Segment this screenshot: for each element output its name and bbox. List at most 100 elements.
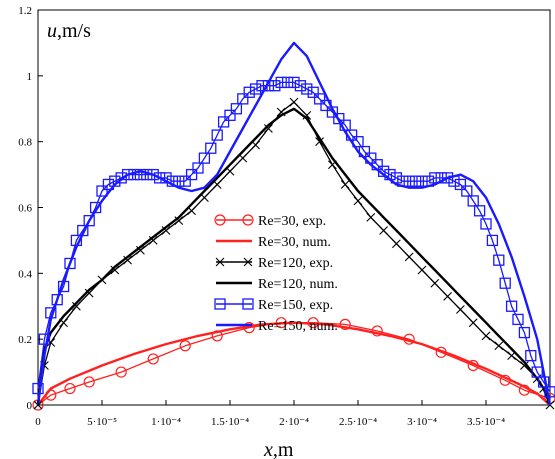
- point-re-120-exp: [289, 97, 299, 107]
- point-re-150-exp: [224, 109, 236, 121]
- point-re-150-exp: [173, 175, 185, 187]
- point-re-150-exp: [96, 185, 108, 197]
- point-re-120-exp: [417, 265, 427, 275]
- point-re-120-exp: [264, 124, 273, 133]
- point-re-150-exp: [32, 382, 44, 395]
- point-re-120-exp: [72, 301, 81, 311]
- point-re-150-exp: [409, 175, 422, 187]
- point-re-150-exp: [211, 129, 223, 141]
- point-re-120-exp: [404, 252, 414, 262]
- legend-marker-re-30-exp: [242, 214, 254, 226]
- y-tick-label: 0.4: [18, 268, 32, 280]
- legend: Re=30, exp. Re=30, num. Re=120, exp. Re=120…: [214, 214, 338, 334]
- point-re-150-exp: [230, 103, 243, 115]
- point-re-150-exp: [237, 93, 249, 105]
- y-tick-label: 0.8: [18, 137, 32, 149]
- point-re-30-exp: [339, 318, 351, 330]
- y-axis-title: u,m/s: [47, 20, 91, 42]
- x-tick-label: 5·10⁻⁵: [87, 416, 117, 428]
- point-re-150-exp: [64, 257, 76, 270]
- axes: [37, 9, 551, 406]
- legend-entry-re-30-num: Re=30, num.: [216, 235, 331, 250]
- point-re-150-exp: [243, 86, 255, 98]
- point-re-30-exp: [147, 353, 159, 365]
- legend-label-re-150-exp: Re=150, exp.: [258, 298, 333, 313]
- point-re-120-exp: [84, 288, 94, 298]
- point-re-150-exp: [512, 313, 524, 326]
- legend-label-re-150-num: Re=150, num.: [258, 319, 338, 334]
- legend-marker-re-150-exp: [242, 298, 254, 310]
- point-re-150-exp: [390, 172, 403, 184]
- legend-entry-re-150-num: Re=150, num.: [216, 319, 338, 334]
- point-re-150-exp: [531, 366, 543, 378]
- point-re-30-exp: [115, 366, 127, 378]
- x-axis-unit: ,m: [273, 439, 294, 459]
- point-re-150-exp: [544, 386, 555, 398]
- series-re-150-num: [36, 41, 552, 406]
- legend-entry-re-150-exp: Re=150, exp.: [214, 298, 333, 313]
- point-re-120-exp: [456, 305, 465, 314]
- point-re-150-exp: [525, 349, 537, 362]
- point-re-120-exp: [481, 331, 491, 341]
- y-axis-var: u: [47, 20, 57, 42]
- legend-marker-re-150-exp: [214, 298, 226, 310]
- point-re-120-exp: [520, 361, 529, 370]
- x-tick-label: 2.5·10⁻⁴: [339, 416, 377, 428]
- y-tick-label: 1.2: [18, 5, 32, 17]
- point-re-150-exp: [121, 168, 134, 181]
- point-re-120-exp: [443, 291, 452, 301]
- series-re-120-num: [36, 107, 552, 406]
- series-line-re-120-num: [36, 107, 552, 406]
- point-re-120-exp: [430, 278, 440, 288]
- series-line-re-30-num: [37, 321, 551, 406]
- y-tick-label: 1: [27, 71, 33, 83]
- point-re-150-exp: [403, 175, 415, 187]
- point-re-150-exp: [185, 168, 198, 181]
- point-re-150-exp: [198, 152, 211, 164]
- point-re-150-exp: [313, 93, 326, 105]
- y-axis-unit: ,m/s: [57, 20, 91, 42]
- series-layer: [32, 41, 555, 411]
- point-re-150-exp: [480, 218, 492, 230]
- y-tick-label: 0.2: [18, 334, 32, 346]
- point-re-150-exp: [83, 215, 95, 227]
- point-re-120-exp: [353, 196, 363, 206]
- legend-label-re-30-exp: Re=30, exp.: [258, 214, 326, 229]
- legend-label-re-120-exp: Re=120, exp.: [258, 256, 333, 271]
- x-tick-label: 3.5·10⁻⁴: [467, 416, 505, 428]
- legend-marker-re-120-exp: [243, 257, 253, 267]
- series-line-re-120-exp: [37, 101, 551, 406]
- point-re-150-exp: [467, 195, 479, 207]
- point-re-150-exp: [333, 112, 345, 125]
- point-re-120-exp: [392, 239, 401, 249]
- point-re-30-exp: [371, 325, 383, 337]
- legend-marker-re-120-exp: [215, 257, 225, 267]
- legend-marker-re-30-exp: [214, 214, 226, 226]
- point-re-150-exp: [505, 300, 518, 312]
- series-line-re-150-num: [36, 41, 552, 406]
- point-re-150-exp: [416, 175, 428, 187]
- point-re-150-exp: [192, 162, 204, 174]
- point-re-120-exp: [494, 341, 504, 351]
- x-axis-title: x,m: [263, 439, 294, 459]
- point-re-150-exp: [179, 175, 191, 187]
- point-re-30-exp: [64, 382, 76, 395]
- legend-entry-re-120-num: Re=120, num.: [216, 277, 338, 292]
- point-re-150-exp: [518, 326, 531, 339]
- point-re-150-exp: [249, 83, 262, 95]
- point-re-150-exp: [301, 83, 313, 95]
- point-re-150-exp: [307, 86, 319, 98]
- x-tick-label: 0: [35, 416, 41, 428]
- point-re-150-exp: [429, 172, 441, 184]
- series-re-30-num: [37, 321, 551, 406]
- x-tick-label: 1.5·10⁻⁴: [211, 416, 249, 428]
- point-re-150-exp: [269, 80, 281, 92]
- point-re-120-exp: [366, 212, 376, 222]
- point-re-30-exp: [83, 376, 95, 388]
- point-re-150-exp: [281, 76, 294, 89]
- point-re-150-exp: [288, 76, 300, 89]
- point-re-150-exp: [115, 172, 127, 184]
- point-re-150-exp: [153, 172, 166, 184]
